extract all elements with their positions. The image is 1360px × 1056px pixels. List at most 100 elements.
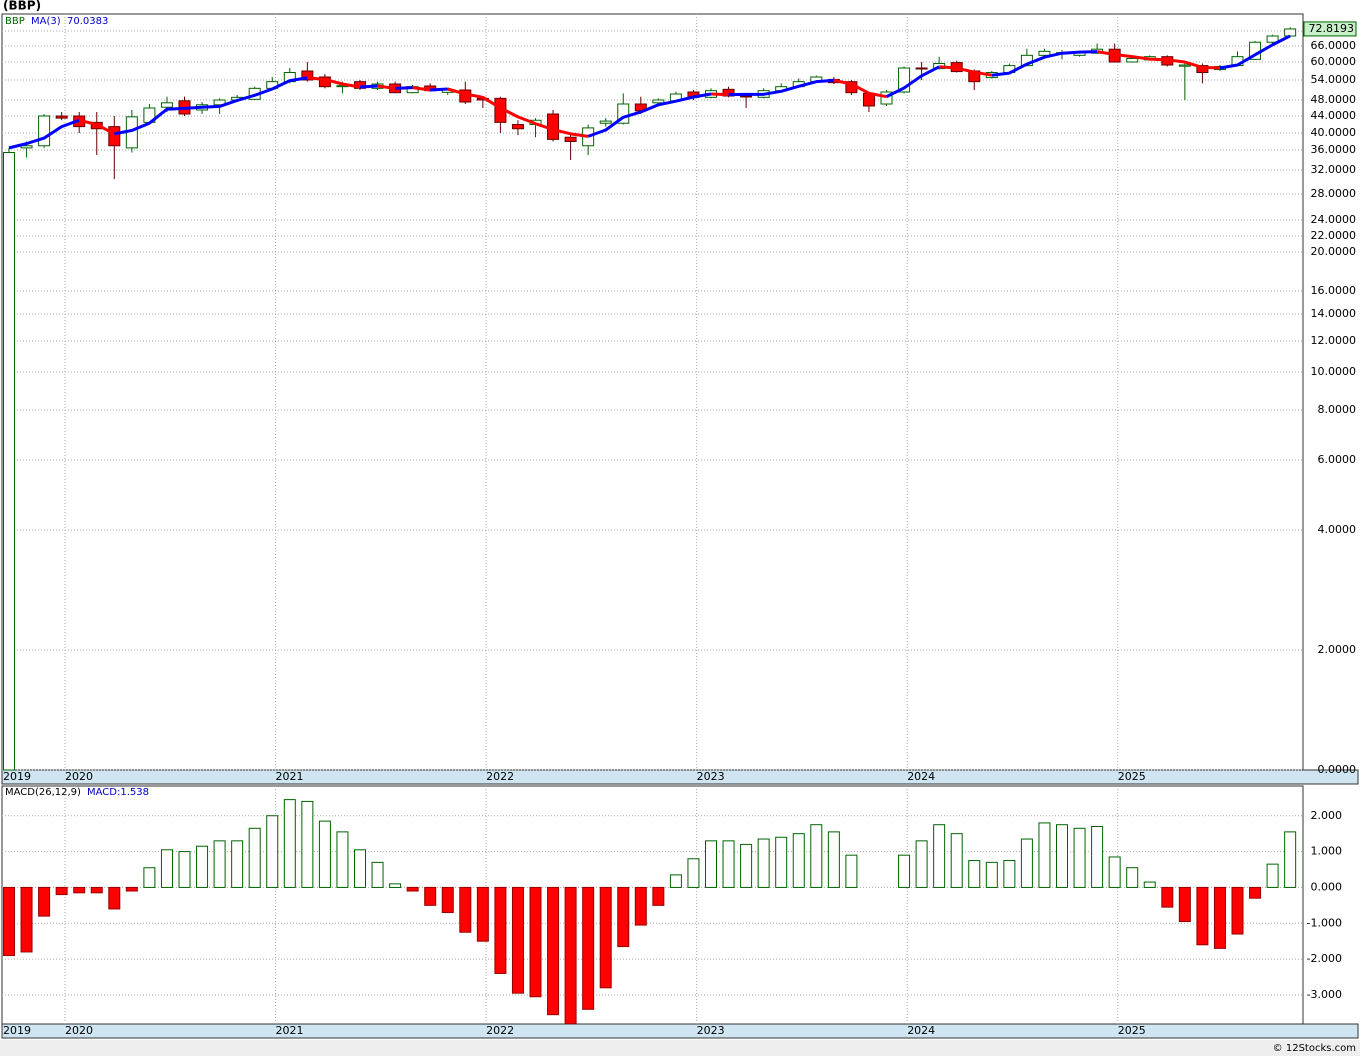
y-tick-label: 40.0000 [1311,126,1357,139]
x-tick-label: 2020 [65,770,93,783]
legend-ma: MA(3) [31,16,61,27]
y-tick-label: 0.0000 [1318,763,1357,776]
candle-body [722,88,735,97]
candle-body [3,152,15,771]
y-tick-label: 12.0000 [1311,334,1357,347]
macd-bar [178,851,191,888]
macd-bar [1231,886,1244,935]
x-tick-label: 2019 [3,770,31,783]
macd-bar [827,831,840,888]
x-tick-label: 2022 [486,770,514,783]
macd-bar [336,831,349,888]
candle-body [915,67,928,70]
macd-bar [108,886,121,910]
macd-bar [950,833,963,888]
legend-symbol: BBP [5,16,25,27]
footer: © 12Stocks.com [1273,1043,1356,1054]
y-tick-label: -2.000 [1307,952,1342,965]
y-tick-label: -3.000 [1307,988,1342,1001]
chart-title: (BBP) [3,0,41,13]
macd-bar [143,867,156,888]
candle-body [1038,50,1051,56]
candle-body [898,67,911,93]
macd-bar [55,886,68,896]
macd-bar [389,883,402,888]
y-tick-label: 22.0000 [1311,229,1357,242]
x-tick-label: 2019 [3,1024,31,1037]
macd-bar [564,886,577,1025]
candle-body [20,145,33,149]
candle-body [213,99,226,106]
y-tick-label: 10.0000 [1311,365,1357,378]
macd-bar [38,886,51,917]
macd-value: MACD:1.538 [87,787,149,798]
macd-bar [371,861,384,888]
ma-line [359,84,378,89]
ma-line [8,118,80,150]
x-tick-label: 2021 [276,770,304,783]
last-price-label: 72.8193 [1309,22,1355,35]
candle-body [1284,28,1297,37]
candle-body [301,70,314,81]
y-tick-label: 44.0000 [1311,109,1357,122]
macd-bar [740,843,753,888]
macd-bar [1003,860,1016,888]
y-tick-label: 6.0000 [1318,453,1357,466]
candle-body [1126,58,1139,63]
macd-bar [1196,886,1209,946]
y-tick-label: 4.0000 [1318,523,1357,536]
ma-line [430,87,448,92]
candle-body [160,102,173,108]
candle-body [547,113,560,140]
macd-bar [3,886,15,957]
macd-bar [652,886,665,906]
macd-bar [1073,827,1086,888]
macd-bar [283,799,296,888]
candle-body [108,126,121,147]
candle-body [740,95,753,98]
macd-bar [248,827,261,888]
macd-bar [1020,838,1033,888]
macd-bar [669,874,682,888]
macd-bar [1056,824,1068,888]
candle-body [617,103,630,124]
y-tick-label: 16.0000 [1311,284,1357,297]
macd-bar [915,840,928,888]
macd-bar [722,840,735,888]
macd-bar [968,860,981,888]
y-tick-label: 2.0000 [1318,643,1357,656]
x-tick-label: 2020 [65,1024,93,1037]
candle-body [38,115,51,147]
candle-body [599,120,612,124]
macd-bar [634,886,647,926]
macd-bar [599,886,612,989]
y-tick-label: 60.0000 [1311,55,1357,68]
ma-line [710,92,729,97]
x-tick-label: 2024 [907,770,935,783]
macd-bar [1266,863,1279,888]
macd-bar [810,824,823,888]
ma-line [1219,34,1291,70]
macd-bar [196,845,209,888]
macd-bar [125,886,138,892]
x-tick-label: 2023 [697,1024,725,1037]
date-strip [1,769,1359,785]
macd-bar [547,886,560,1016]
ma-line [885,65,940,99]
y-tick-label: 14.0000 [1311,307,1357,320]
macd-bar [1249,886,1262,899]
macd-bar [1091,826,1104,888]
ma-line [728,78,834,97]
macd-bar [160,849,173,888]
macd-bar [476,886,489,942]
macd-bar [1108,856,1121,888]
macd-bar [73,886,86,894]
macd-bar [494,886,507,974]
y-tick-label: 1.000 [1311,845,1343,858]
y-tick-label: 2.000 [1311,809,1343,822]
ma-line [939,65,993,77]
macd-bar [459,886,472,933]
macd-bar [424,886,437,906]
macd-title: MACD(26,12,9) [5,787,81,798]
